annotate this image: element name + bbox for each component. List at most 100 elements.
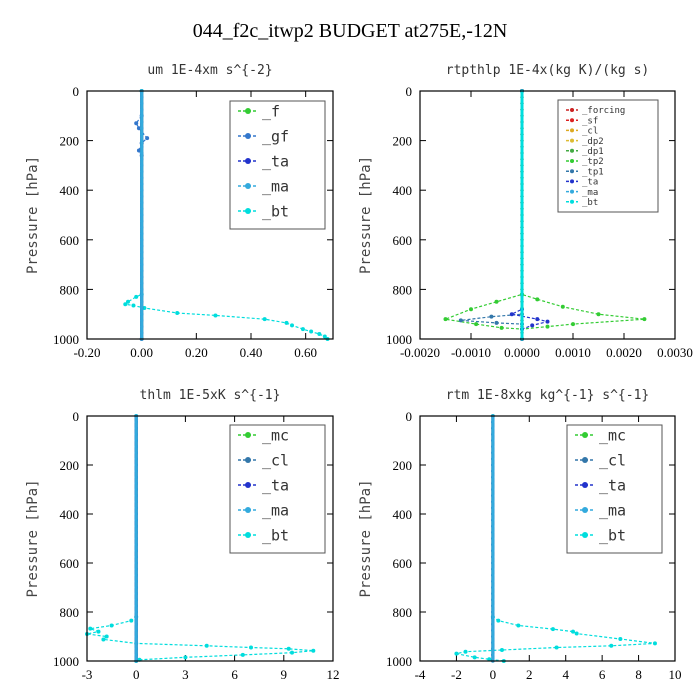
data-point <box>491 512 495 516</box>
data-point <box>474 322 479 327</box>
data-point <box>463 649 468 654</box>
plot-frame <box>86 415 334 662</box>
data-point <box>520 120 524 124</box>
legend-label: _bt <box>582 198 598 208</box>
data-point <box>520 250 524 254</box>
y-tick-label: 0 <box>73 84 80 99</box>
plot-frame <box>86 90 334 340</box>
legend-marker <box>570 169 574 174</box>
data-point <box>491 592 495 596</box>
legend-marker <box>245 457 251 463</box>
panel-title: rtm 1E-8xkg kg^{-1} s^{-1} <box>446 388 650 403</box>
data-point <box>491 420 495 424</box>
legend-label: _cl <box>582 127 598 137</box>
data-point <box>140 114 144 118</box>
data-point <box>520 219 524 223</box>
data-point <box>491 555 495 559</box>
x-tick-label: 0.20 <box>185 345 208 360</box>
x-tick-label: 0.60 <box>294 345 317 360</box>
data-point <box>204 643 209 648</box>
data-point <box>520 232 524 236</box>
legend-label: _sf <box>582 116 598 126</box>
y-tick-label: 200 <box>393 458 413 473</box>
legend-marker <box>245 507 251 513</box>
data-point <box>491 598 495 602</box>
data-point <box>494 320 499 325</box>
data-point <box>134 451 138 455</box>
chart-panel-4: rtm 1E-8xkg kg^{-1} s^{-1} Pressure [hPa]… <box>358 388 682 682</box>
data-point <box>469 307 473 312</box>
legend-box <box>557 99 659 213</box>
data-point <box>142 306 147 310</box>
data-point <box>520 176 524 180</box>
legend-marker <box>582 432 588 438</box>
legend-label: _gf <box>262 127 289 145</box>
y-tick-label: 600 <box>393 556 413 571</box>
y-tick-label: 400 <box>60 183 80 198</box>
legend-box <box>229 100 326 230</box>
data-point <box>520 108 524 112</box>
data-point <box>571 322 575 327</box>
x-tick-label: 12 <box>327 667 340 682</box>
data-point <box>560 304 565 309</box>
data-point <box>262 317 267 322</box>
x-tick-label: -0.0020 <box>400 345 440 360</box>
data-point <box>140 312 144 316</box>
data-point <box>140 232 144 236</box>
data-point <box>134 567 138 571</box>
legend-marker <box>570 148 574 153</box>
x-tick-label: 10 <box>669 667 682 682</box>
data-point <box>530 323 535 328</box>
x-tick-label: 0.0010 <box>555 345 591 360</box>
data-point <box>123 302 128 307</box>
y-tick-label: 200 <box>60 458 80 473</box>
x-tick-label: -4 <box>415 667 426 682</box>
data-point <box>496 618 501 623</box>
data-point <box>134 475 138 479</box>
legend-marker <box>582 482 588 488</box>
data-point <box>535 297 540 302</box>
data-point <box>491 641 495 645</box>
data-point <box>134 512 138 516</box>
legend-marker <box>245 183 251 189</box>
data-point <box>652 641 657 646</box>
data-point <box>520 170 524 174</box>
x-tick-label: 0.0030 <box>657 345 693 360</box>
data-point <box>140 250 144 254</box>
data-point <box>140 108 144 112</box>
y-axis-label: Pressure [hPa] <box>358 479 374 597</box>
data-point <box>491 524 495 528</box>
data-point <box>520 207 524 211</box>
data-point <box>618 636 623 641</box>
data-point <box>574 631 579 636</box>
x-tick-label: -2 <box>451 667 462 682</box>
legend-label: _ta <box>262 476 289 494</box>
data-point <box>136 148 141 153</box>
y-tick-label: 1000 <box>386 332 412 347</box>
chart-panel-2: rtpthlp 1E-4x(kg K)/(kg s) Pressure [hPa]… <box>358 63 693 360</box>
data-point <box>140 182 144 186</box>
x-tick-label: 0.0020 <box>606 345 642 360</box>
data-point <box>300 327 305 332</box>
data-point <box>140 145 144 149</box>
data-point <box>491 561 495 565</box>
data-point <box>596 312 601 317</box>
data-point <box>134 653 138 657</box>
data-point <box>88 626 93 631</box>
data-point <box>134 592 138 596</box>
x-tick-label: 0 <box>133 667 140 682</box>
data-point <box>140 207 144 211</box>
plot-frame <box>419 90 676 340</box>
data-point <box>520 331 524 335</box>
data-point <box>134 500 138 504</box>
data-point <box>491 628 495 632</box>
data-point <box>489 314 494 319</box>
data-point <box>491 585 495 590</box>
data-point <box>140 325 144 329</box>
data-point <box>516 623 521 628</box>
data-point <box>520 281 524 285</box>
data-point <box>520 294 524 298</box>
x-tick-label: -0.0010 <box>451 345 491 360</box>
data-point <box>545 319 550 324</box>
